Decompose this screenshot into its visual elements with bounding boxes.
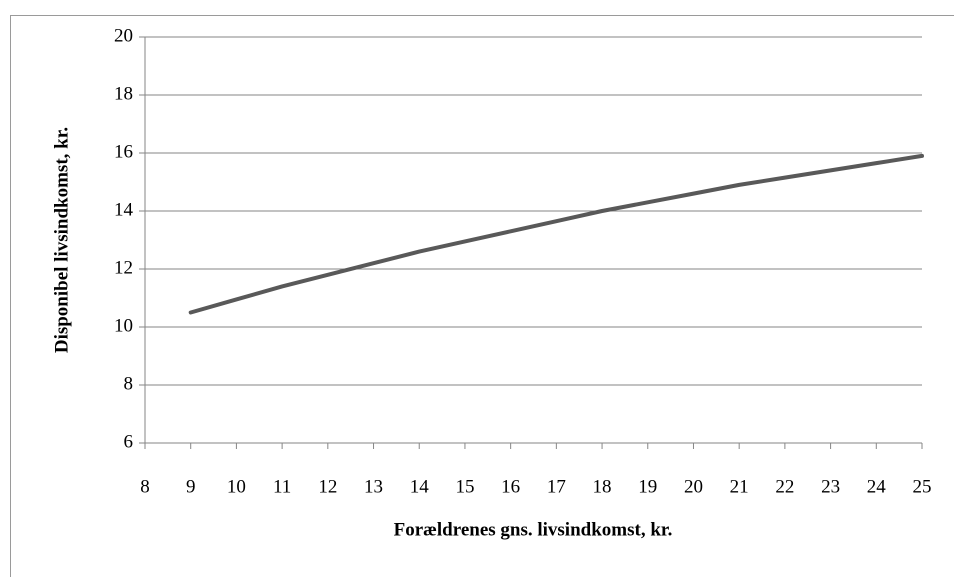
- y-tick-label: 14: [114, 199, 134, 220]
- x-tick-label: 17: [547, 476, 566, 497]
- x-tick-label: 11: [273, 476, 291, 497]
- y-tick-label: 18: [114, 83, 133, 104]
- chart-frame: [10, 15, 954, 577]
- x-tick-label: 12: [318, 476, 337, 497]
- x-tick-label: 24: [867, 476, 887, 497]
- x-tick-label: 15: [455, 476, 474, 497]
- x-tick-label: 8: [140, 476, 150, 497]
- y-tick-label: 10: [114, 315, 133, 336]
- y-tick-label: 6: [124, 431, 134, 452]
- x-tick-label: 9: [186, 476, 196, 497]
- y-tick-label: 8: [124, 373, 134, 394]
- x-tick-label: 16: [501, 476, 520, 497]
- x-tick-label: 23: [821, 476, 840, 497]
- x-axis-title: Forældrenes gns. livsindkomst, kr.: [394, 519, 673, 540]
- y-axis-title: Disponibel livsindkomst, kr.: [51, 127, 72, 353]
- line-series: [188, 153, 924, 315]
- x-tick-label: 13: [364, 476, 383, 497]
- x-tick-label: 19: [638, 476, 657, 497]
- x-tick-label: 14: [410, 476, 430, 497]
- x-tick-label: 25: [913, 476, 932, 497]
- x-tick-label: 18: [593, 476, 612, 497]
- x-tick-label: 20: [684, 476, 703, 497]
- x-tick-label: 10: [227, 476, 246, 497]
- x-tick-label: 21: [730, 476, 749, 497]
- x-tick-label: 22: [775, 476, 794, 497]
- y-tick-label: 20: [114, 25, 133, 46]
- y-tick-label: 16: [114, 141, 133, 162]
- y-tick-label: 12: [114, 257, 133, 278]
